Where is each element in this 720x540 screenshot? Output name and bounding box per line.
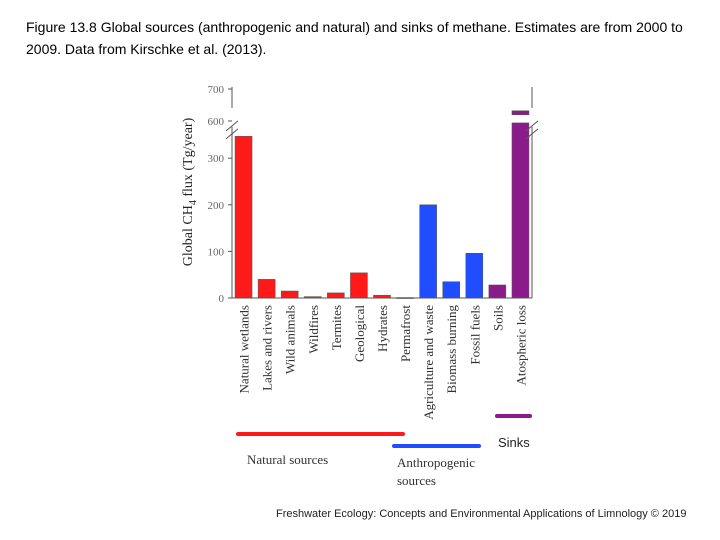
bar-termites <box>327 292 345 299</box>
y-tick-label: 600 <box>208 116 225 128</box>
axis-break-mark <box>525 120 539 132</box>
x-tick-label: Permafrost <box>398 305 413 362</box>
bar-geological <box>350 272 368 299</box>
legend-anthropogenic-label-line2: sources <box>397 473 436 488</box>
x-tick-label: Lakes and rivers <box>260 305 275 391</box>
x-tick-label: Atospheric loss <box>513 305 528 386</box>
y-tick-label: 700 <box>208 84 225 96</box>
bar-agriculture-and-waste <box>419 204 437 299</box>
y-axis-label: Global CH4 flux (Tg/year) <box>181 117 199 266</box>
bar-atospheric-loss-lower <box>511 122 530 299</box>
bar-lakes-and-rivers <box>257 279 276 299</box>
y-tick-label: 0 <box>219 293 225 305</box>
footer-credit: Freshwater Ecology: Concepts and Environ… <box>276 508 687 520</box>
bar-soils <box>488 284 507 299</box>
y-tick-label: 300 <box>208 153 225 165</box>
axis-break-mark <box>225 120 239 132</box>
y-tick-label: 200 <box>208 200 225 212</box>
x-tick-label: Termites <box>329 305 344 350</box>
axis-layer: 0 100 200 300 600 700 Natural wetlands Lakes an… <box>208 84 539 420</box>
legend-sinks-label: Sinks <box>498 435 530 450</box>
legend: Natural sources Anthropogenic sources Si… <box>236 414 532 488</box>
x-tick-label: Soils <box>490 305 505 331</box>
x-tick-label: Agriculture and waste <box>421 305 436 420</box>
bar-biomass-burning <box>442 281 460 299</box>
axis-break-mark <box>525 128 539 140</box>
axis-break-mark <box>225 128 239 140</box>
x-tick-label: Wildfires <box>306 305 321 354</box>
bar-fossil-fuels <box>465 253 484 299</box>
x-tick-label: Hydrates <box>375 305 390 352</box>
legend-anthropogenic-label-line1: Anthropogenic <box>397 455 475 470</box>
bar-atospheric-loss-upper <box>511 110 530 116</box>
figure-caption: Figure 13.8 Global sources (anthropogeni… <box>26 19 683 57</box>
bar-natural-wetlands <box>234 136 253 299</box>
bars-layer <box>234 110 530 299</box>
legend-natural-label: Natural sources <box>247 452 328 467</box>
x-tick-label: Geological <box>352 305 367 362</box>
x-tick-label: Natural wetlands <box>237 305 252 393</box>
x-tick-label: Wild animals <box>283 305 298 374</box>
x-tick-label: Fossil fuels <box>467 305 482 365</box>
y-tick-label: 100 <box>208 246 225 258</box>
x-tick-label: Biomass burning <box>444 305 459 394</box>
bar-wild-animals <box>280 290 299 299</box>
